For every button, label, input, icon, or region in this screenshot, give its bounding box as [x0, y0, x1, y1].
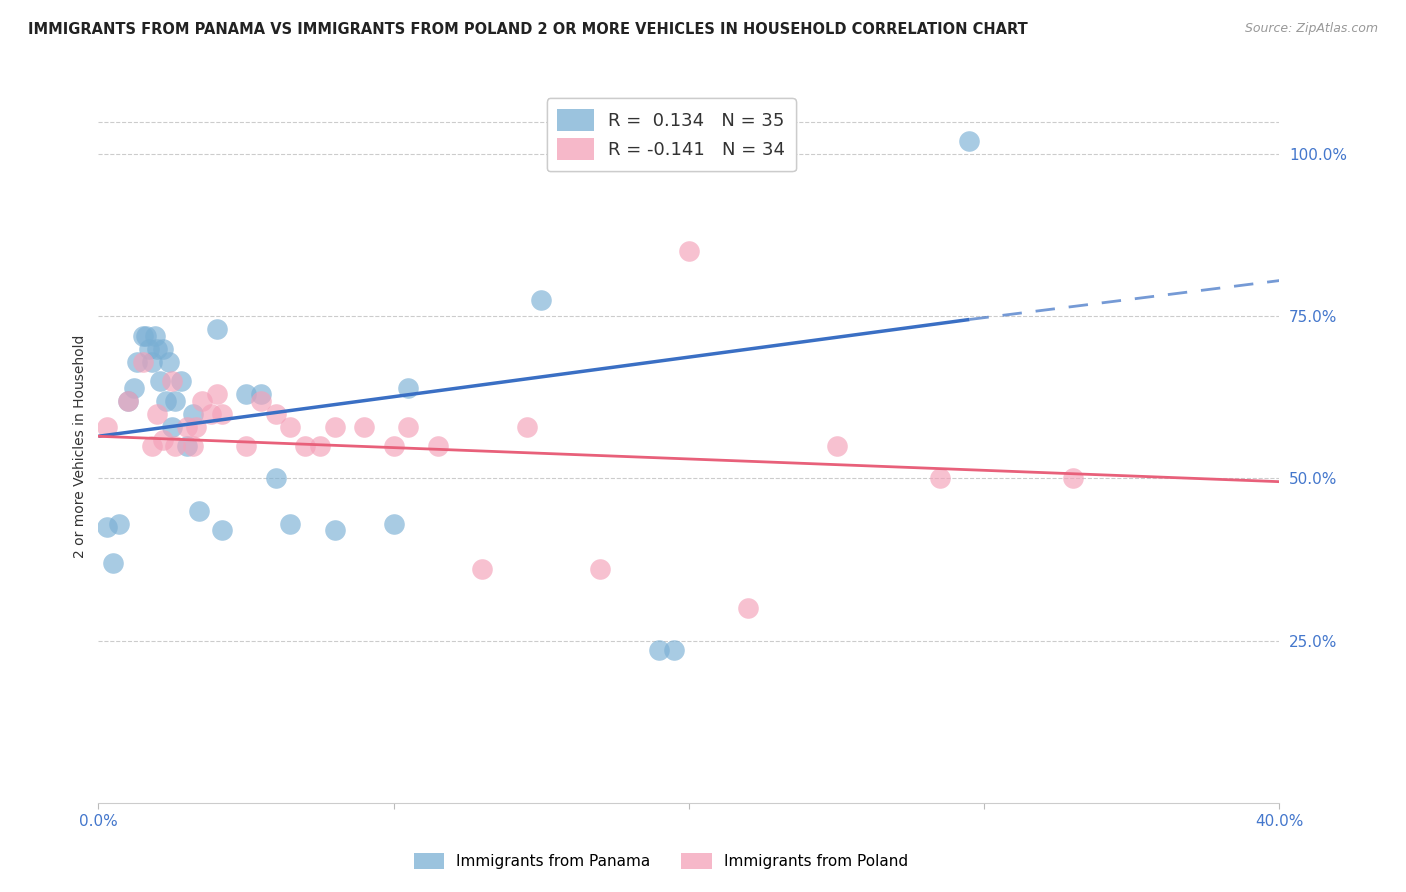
- Point: [264, 407, 287, 421]
- Point: [165, 393, 187, 408]
- Point: [323, 419, 346, 434]
- Point: [117, 393, 139, 408]
- Point: [515, 419, 537, 434]
- Point: [96, 520, 118, 534]
- Point: [146, 342, 169, 356]
- Point: [589, 562, 612, 576]
- Point: [125, 354, 148, 368]
- Point: [205, 387, 228, 401]
- Point: [235, 439, 257, 453]
- Point: [264, 471, 287, 485]
- Point: [648, 643, 671, 657]
- Point: [200, 407, 222, 421]
- Point: [157, 354, 180, 368]
- Point: [382, 439, 405, 453]
- Point: [103, 556, 125, 570]
- Point: [309, 439, 332, 453]
- Point: [122, 381, 145, 395]
- Point: [250, 387, 273, 401]
- Point: [205, 322, 228, 336]
- Point: [678, 244, 700, 259]
- Point: [152, 433, 174, 447]
- Point: [143, 328, 166, 343]
- Point: [184, 419, 207, 434]
- Point: [162, 419, 183, 434]
- Point: [96, 419, 118, 434]
- Point: [382, 516, 405, 531]
- Point: [135, 328, 157, 343]
- Point: [108, 516, 131, 531]
- Point: [181, 407, 204, 421]
- Point: [278, 516, 302, 531]
- Point: [664, 643, 686, 657]
- Point: [141, 439, 163, 453]
- Text: Source: ZipAtlas.com: Source: ZipAtlas.com: [1244, 22, 1378, 36]
- Point: [152, 342, 174, 356]
- Point: [250, 393, 273, 408]
- Point: [353, 419, 375, 434]
- Point: [530, 293, 553, 307]
- Point: [396, 419, 419, 434]
- Point: [138, 342, 160, 356]
- Point: [235, 387, 257, 401]
- Point: [211, 524, 233, 538]
- Point: [959, 134, 981, 148]
- Point: [396, 381, 419, 395]
- Point: [176, 419, 198, 434]
- Point: [427, 439, 450, 453]
- Point: [149, 374, 172, 388]
- Y-axis label: 2 or more Vehicles in Household: 2 or more Vehicles in Household: [73, 334, 87, 558]
- Point: [323, 524, 346, 538]
- Point: [928, 471, 950, 485]
- Point: [170, 374, 193, 388]
- Point: [165, 439, 187, 453]
- Text: IMMIGRANTS FROM PANAMA VS IMMIGRANTS FROM POLAND 2 OR MORE VEHICLES IN HOUSEHOLD: IMMIGRANTS FROM PANAMA VS IMMIGRANTS FRO…: [28, 22, 1028, 37]
- Point: [162, 374, 183, 388]
- Point: [294, 439, 316, 453]
- Point: [181, 439, 204, 453]
- Legend: R =  0.134   N = 35, R = -0.141   N = 34: R = 0.134 N = 35, R = -0.141 N = 34: [547, 98, 796, 171]
- Point: [1062, 471, 1084, 485]
- Point: [191, 393, 214, 408]
- Point: [146, 407, 169, 421]
- Point: [825, 439, 848, 453]
- Point: [471, 562, 494, 576]
- Point: [211, 407, 233, 421]
- Point: [132, 328, 155, 343]
- Point: [278, 419, 302, 434]
- Legend: Immigrants from Panama, Immigrants from Poland: Immigrants from Panama, Immigrants from …: [408, 847, 914, 875]
- Point: [117, 393, 139, 408]
- Point: [187, 504, 209, 518]
- Point: [132, 354, 155, 368]
- Point: [141, 354, 163, 368]
- Point: [176, 439, 198, 453]
- Point: [155, 393, 177, 408]
- Point: [737, 601, 759, 615]
